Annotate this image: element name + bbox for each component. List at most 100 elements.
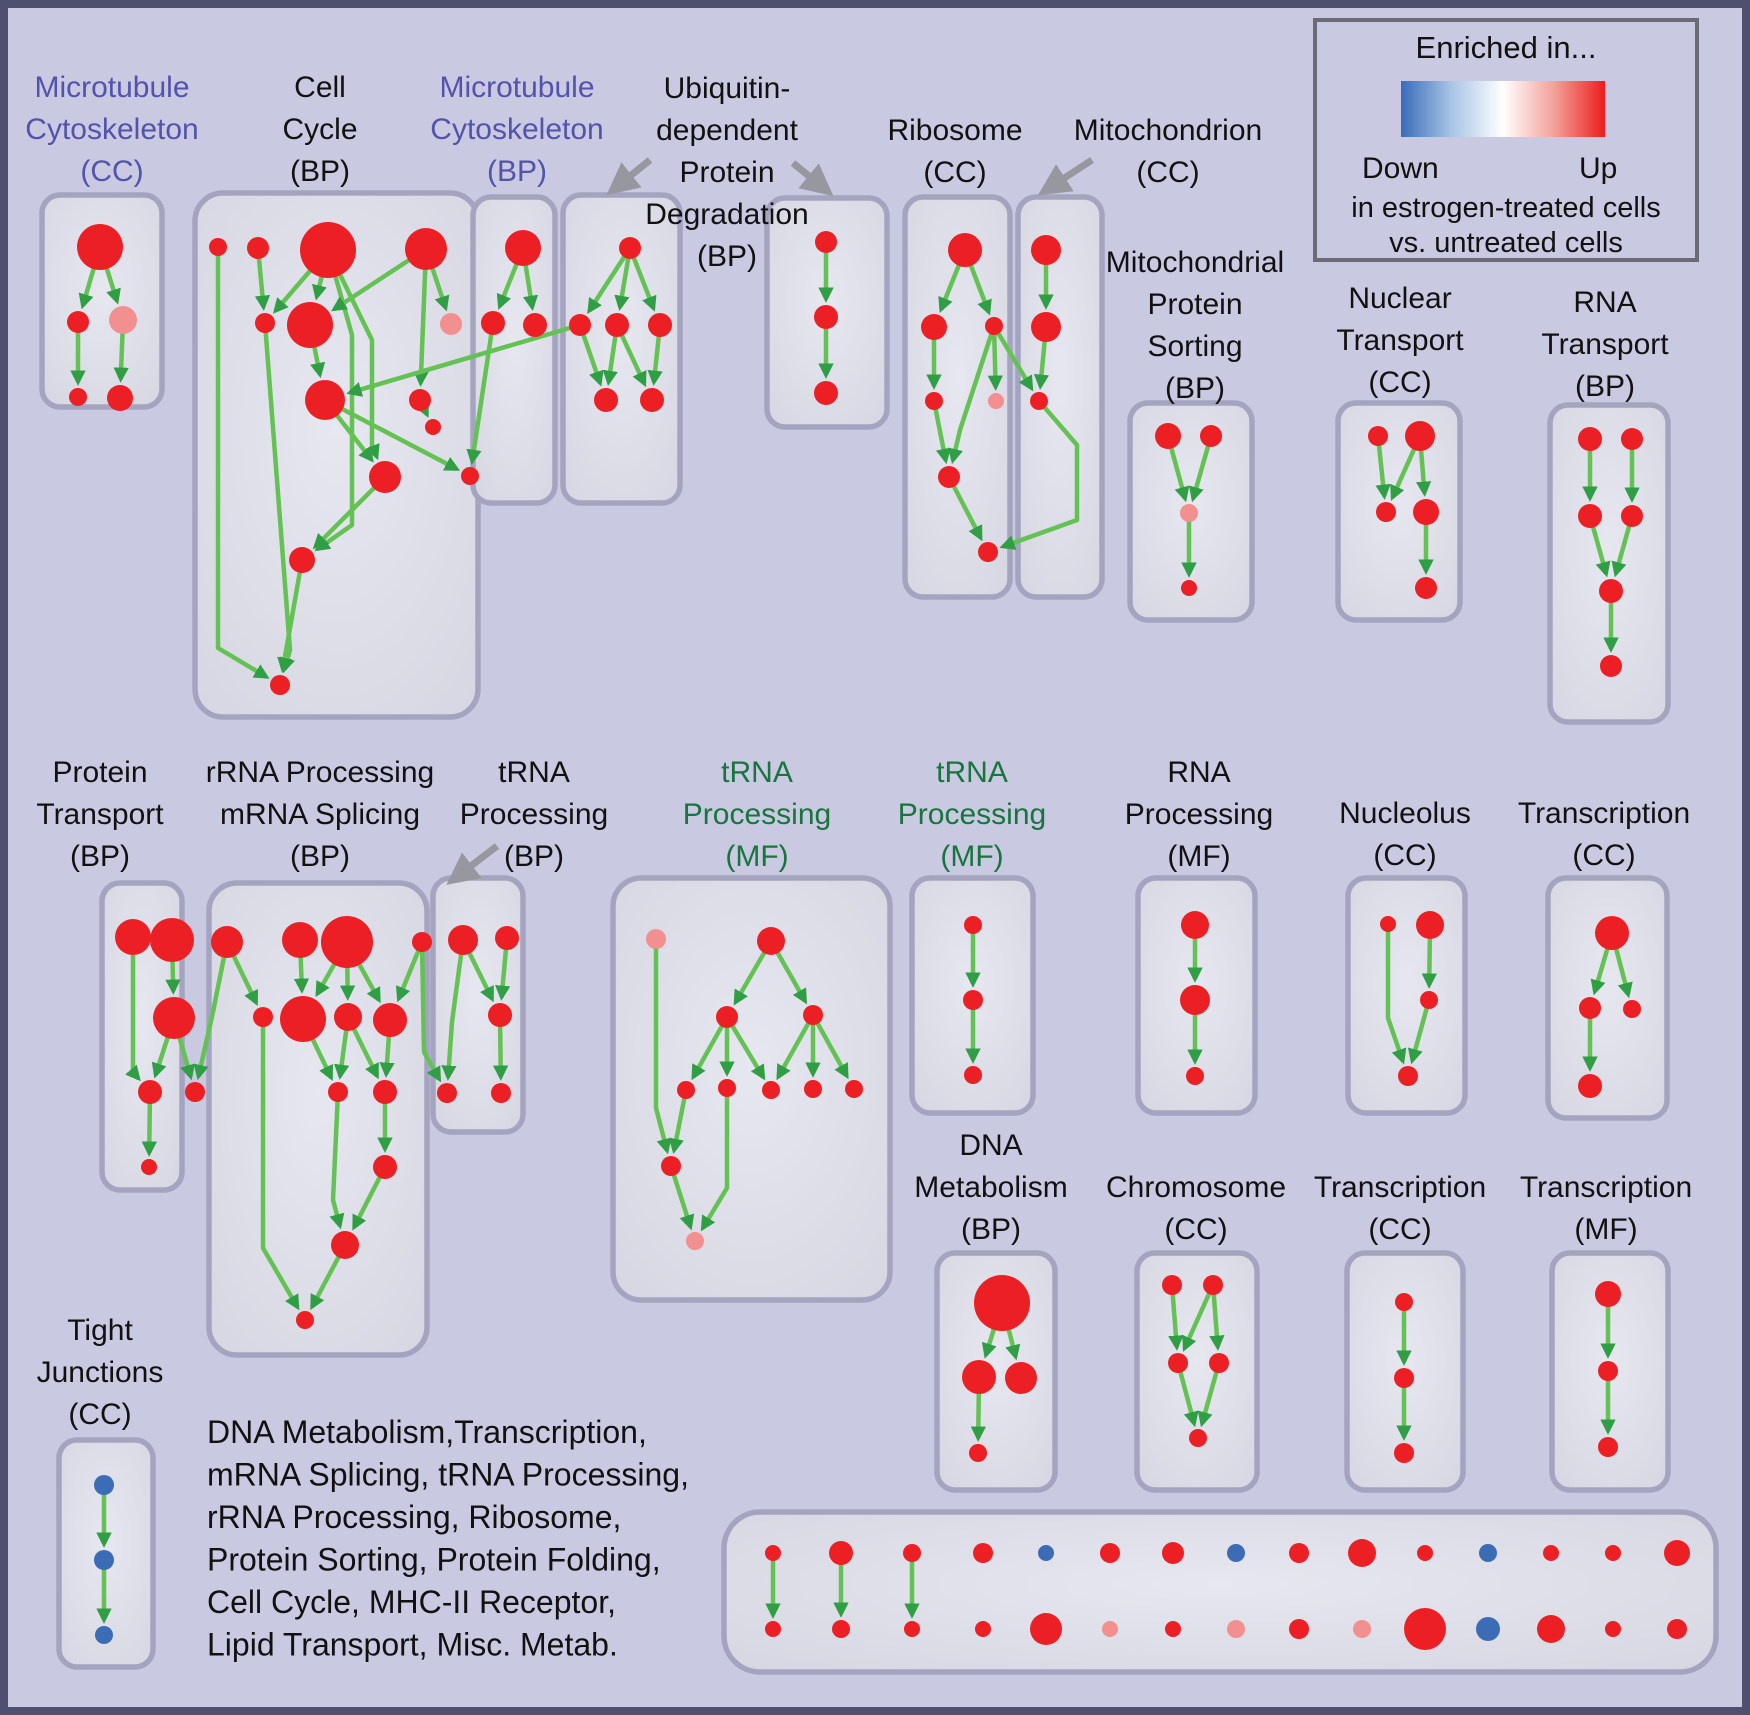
node-nu1	[1380, 916, 1396, 932]
node-w12b	[1476, 1617, 1500, 1641]
node-rrM1	[253, 1007, 273, 1027]
edge-tm_mr-tm_f5	[811, 1013, 849, 1080]
edge-ccL-ccM	[277, 559, 305, 674]
label-rna-transport-bp-line-1: RNA	[1573, 286, 1636, 319]
node-tj2	[94, 1550, 114, 1570]
label-rna-processing-mf-line-2: Processing	[1125, 798, 1273, 831]
label-trna-processing-mf-1-line-3: (MF)	[725, 840, 788, 873]
label-transcription-cc-2-line-1: Transcription	[1314, 1171, 1486, 1204]
node-w14t	[1605, 1545, 1621, 1561]
label-mitochondrial-protein-sorting-bp-line-2: Protein	[1147, 288, 1242, 321]
node-rrB2	[331, 1231, 359, 1259]
node-u0	[619, 237, 641, 259]
label-tight-junctions-cc-line-3: (CC)	[68, 1398, 131, 1431]
node-td2	[1394, 1368, 1414, 1388]
legend-title: Enriched in...	[1415, 30, 1597, 65]
node-ch4	[1209, 1353, 1229, 1373]
node-w3b	[904, 1621, 920, 1637]
cluster-box-nuclear-transport-cc	[1335, 400, 1463, 623]
label-rna-processing-mf-line-3: (MF)	[1167, 840, 1230, 873]
label-rna-transport-bp-line-3: (BP)	[1575, 370, 1635, 403]
edge-ch3-ch5	[1175, 1362, 1199, 1428]
node-rrB1	[373, 1155, 397, 1179]
node-w9b	[1289, 1619, 1309, 1639]
node-ccE	[255, 313, 275, 333]
label-trna-processing-bp-line-2: Processing	[460, 798, 608, 831]
node-tm_f2	[718, 1079, 736, 1097]
node-t21	[964, 916, 982, 934]
node-nt1	[1368, 426, 1388, 446]
annotation-arrow-2	[790, 160, 834, 197]
node-rt2	[1621, 428, 1643, 450]
edge-ch2-ch4	[1209, 1284, 1225, 1351]
node-nt5	[1415, 577, 1437, 599]
node-rrM4	[373, 1003, 407, 1037]
node-tb5	[491, 1083, 511, 1103]
annotation-arrow-4	[446, 843, 500, 885]
label-rrna-processing-mrna-splicing-bp-line-3: (BP)	[290, 840, 350, 873]
label-transcription-cc-1-line-1: Transcription	[1518, 797, 1690, 830]
node-tb1	[448, 925, 478, 955]
node-nt4	[1413, 499, 1439, 525]
edge-u0-u1	[587, 246, 632, 314]
node-w11t	[1417, 1545, 1433, 1561]
node-uv1	[815, 231, 837, 253]
label-ribosome-cc-line-2: (CC)	[923, 156, 986, 189]
node-nu3	[1420, 991, 1438, 1009]
label-microtubule-cytoskeleton-cc-line-2: Cytoskeleton	[25, 113, 198, 146]
node-mb3	[523, 313, 547, 337]
legend-down-label: Down	[1362, 152, 1439, 185]
node-w1b	[765, 1621, 781, 1637]
label-mitochondrial-protein-sorting-bp-line-4: (BP)	[1165, 372, 1225, 405]
node-tb2	[495, 926, 519, 950]
node-ms2	[1200, 425, 1222, 447]
label-mitochondrion-cc-line-2: (CC)	[1136, 156, 1199, 189]
edge-rrR1-rrB2	[329, 1091, 345, 1230]
edge-rb3-rb6	[948, 325, 997, 465]
node-pt4	[138, 1080, 162, 1104]
node-w1t	[765, 1545, 781, 1561]
label-chromosome-cc-line-2: (CC)	[1164, 1213, 1227, 1246]
node-w4t	[973, 1543, 993, 1563]
label-mitochondrial-protein-sorting-bp-line-3: Sorting	[1147, 330, 1242, 363]
edge-pt1-pt4	[125, 937, 141, 1082]
label-dna-metabolism-bp-line-1: DNA	[959, 1129, 1022, 1162]
node-tm_mr	[803, 1005, 823, 1025]
label-ubiquitin-dependent-protein-degradation-bp-line-1: Ubiquitin-	[664, 72, 791, 105]
label-dna-metabolism-bp-line-2: Metabolism	[914, 1171, 1067, 1204]
edge-u1-ccH	[346, 322, 581, 397]
node-nt2	[1405, 421, 1435, 451]
edge-tm_ll-tm_bp	[668, 1165, 695, 1231]
node-mb2	[481, 311, 505, 335]
edge-nt1-nt3	[1375, 435, 1391, 500]
node-rrM2	[280, 996, 326, 1042]
node-te3	[1598, 1437, 1618, 1457]
node-dm2	[962, 1360, 996, 1394]
label-nucleolus-cc-line-1: Nucleolus	[1339, 797, 1471, 830]
label-rna-processing-mf-line-1: RNA	[1167, 756, 1230, 789]
cluster-box-transcription-cc-1	[1545, 875, 1670, 1121]
node-rt6	[1600, 655, 1622, 677]
label-annotation-list-line-5: Cell Cycle, MHC-II Receptor,	[207, 1584, 616, 1620]
node-rb4	[925, 392, 943, 410]
node-dm3	[1005, 1362, 1037, 1394]
node-u1	[569, 314, 591, 336]
label-microtubule-cytoskeleton-bp-line-2: Cytoskeleton	[430, 113, 603, 146]
label-nuclear-transport-cc-line-3: (CC)	[1368, 366, 1431, 399]
edge-tm_ml-tm_f1	[691, 1015, 729, 1081]
node-w8t	[1227, 1544, 1245, 1562]
node-u5	[640, 388, 664, 412]
node-w12t	[1479, 1544, 1497, 1562]
edge-rb6-rb7	[947, 475, 983, 542]
label-ubiquitin-dependent-protein-degradation-bp-line-2: dependent	[656, 114, 798, 147]
edge-tm_p-tm_ll	[653, 939, 672, 1155]
node-nt3	[1376, 502, 1396, 522]
node-w5t	[1038, 1545, 1054, 1561]
node-ccC	[300, 222, 356, 278]
legend-subtitle-line2: vs. untreated cells	[1389, 227, 1623, 259]
node-w10t	[1348, 1539, 1376, 1567]
label-trna-processing-bp-line-1: tRNA	[498, 756, 570, 789]
node-rrM3	[334, 1003, 362, 1031]
label-annotation-list-line-3: rRNA Processing, Ribosome,	[207, 1499, 621, 1535]
